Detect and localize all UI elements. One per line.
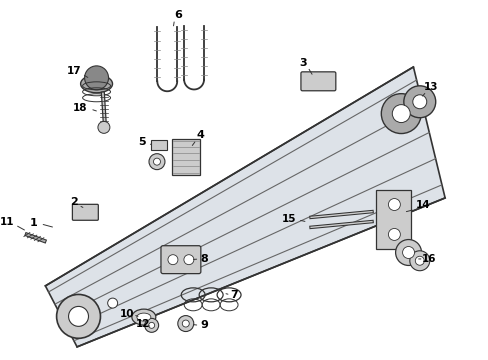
Circle shape xyxy=(107,298,118,308)
Text: 4: 4 xyxy=(196,130,204,140)
Circle shape xyxy=(403,86,435,118)
Circle shape xyxy=(149,154,164,170)
Circle shape xyxy=(182,320,189,327)
Circle shape xyxy=(178,316,193,332)
Circle shape xyxy=(68,306,88,327)
Circle shape xyxy=(84,66,108,90)
Text: 7: 7 xyxy=(230,290,238,300)
Text: 16: 16 xyxy=(422,254,436,264)
Text: 8: 8 xyxy=(200,254,207,264)
Polygon shape xyxy=(45,67,444,347)
Text: 18: 18 xyxy=(73,103,87,113)
Circle shape xyxy=(153,158,160,165)
Text: 6: 6 xyxy=(174,10,182,20)
Circle shape xyxy=(402,247,414,258)
FancyBboxPatch shape xyxy=(171,139,199,175)
Polygon shape xyxy=(376,190,410,249)
Text: 15: 15 xyxy=(281,214,296,224)
Text: 2: 2 xyxy=(70,197,78,207)
FancyBboxPatch shape xyxy=(72,204,98,220)
Circle shape xyxy=(98,121,110,133)
Circle shape xyxy=(414,256,424,265)
Text: 10: 10 xyxy=(120,309,134,319)
Text: 1: 1 xyxy=(29,218,37,228)
Text: 3: 3 xyxy=(298,58,306,68)
Text: 13: 13 xyxy=(424,82,438,93)
Circle shape xyxy=(183,255,193,265)
Text: 17: 17 xyxy=(66,66,81,76)
Circle shape xyxy=(395,239,421,265)
Circle shape xyxy=(57,294,100,338)
Circle shape xyxy=(387,229,400,240)
Ellipse shape xyxy=(81,75,112,93)
Circle shape xyxy=(167,255,178,265)
Circle shape xyxy=(412,95,426,109)
Circle shape xyxy=(381,94,420,134)
Text: 9: 9 xyxy=(200,320,207,330)
Ellipse shape xyxy=(137,313,150,321)
Circle shape xyxy=(387,199,400,211)
Text: 5: 5 xyxy=(138,137,145,147)
Text: 11: 11 xyxy=(0,217,15,228)
FancyBboxPatch shape xyxy=(151,140,166,150)
FancyBboxPatch shape xyxy=(300,72,335,91)
Text: 14: 14 xyxy=(415,200,429,210)
FancyBboxPatch shape xyxy=(161,246,201,274)
Ellipse shape xyxy=(132,309,156,325)
Text: 12: 12 xyxy=(135,319,150,329)
Circle shape xyxy=(409,251,429,271)
Circle shape xyxy=(391,105,409,122)
Circle shape xyxy=(148,322,154,328)
Circle shape xyxy=(144,318,158,332)
